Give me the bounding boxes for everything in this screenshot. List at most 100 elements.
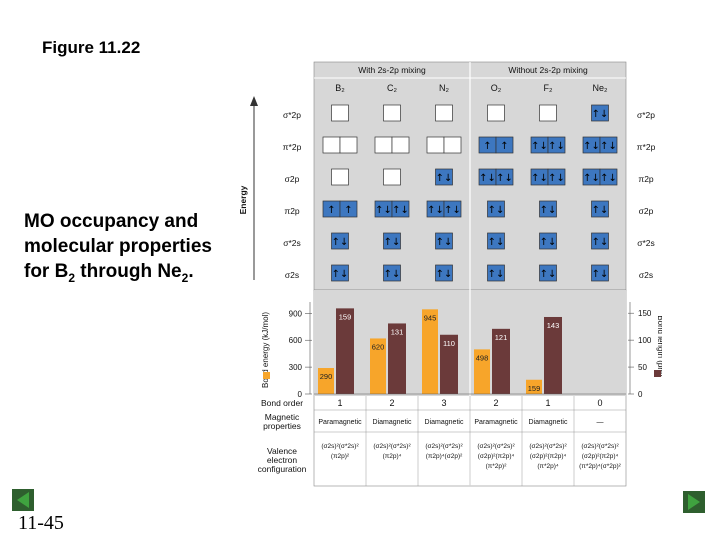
energy-arrow-icon — [250, 96, 258, 106]
orbital-box — [339, 200, 358, 218]
orbital-label-left: σ*2s — [283, 238, 301, 248]
electron-arrows: ↑↓ — [531, 173, 548, 184]
orbital-box — [331, 104, 349, 122]
next-slide-button[interactable] — [683, 491, 705, 513]
electron-arrows: ↑↓ — [332, 269, 349, 280]
orbital-box — [487, 264, 505, 282]
caption-line-2: molecular properties — [24, 236, 212, 257]
bond-order-value: 3 — [441, 398, 446, 408]
previous-slide-button[interactable] — [12, 489, 34, 511]
electron-arrows: ↑↓ — [436, 237, 453, 248]
electron-arrows: ↑ — [483, 141, 491, 152]
bond-order-value: 2 — [389, 398, 394, 408]
bond-energy-label: 498 — [476, 353, 489, 362]
magnetic-value: — — [597, 419, 604, 426]
orbital-box — [599, 168, 618, 186]
orbital-box — [391, 136, 410, 154]
orbital-box — [539, 200, 557, 218]
molecule-label: C₂ — [387, 83, 397, 93]
electron-arrows: ↑ — [344, 205, 352, 216]
electron-arrows: ↑↓ — [540, 269, 557, 280]
electron-arrows: ↑↓ — [592, 205, 609, 216]
bond-length-bar — [336, 308, 354, 394]
electron-arrows: ↑↓ — [592, 237, 609, 248]
bond-energy-bar — [526, 379, 542, 394]
orbital-box — [539, 264, 557, 282]
orbital-label-right: π*2p — [637, 142, 656, 152]
electron-arrows: ↑↓ — [375, 205, 392, 216]
electron-arrows: ↑↓ — [436, 269, 453, 280]
electron-arrows: ↑↓ — [384, 269, 401, 280]
orbital-box — [591, 232, 609, 250]
magnetic-label: Magnetic — [265, 412, 300, 422]
orbital-box — [539, 104, 557, 122]
orbital-box — [443, 200, 462, 218]
valence-config-line: (σ2p)²(π2p)⁴ — [582, 453, 619, 460]
bond-order-value: 1 — [545, 398, 550, 408]
magnetic-value: Diamagnetic — [529, 419, 568, 426]
electron-arrows: ↑↓ — [384, 237, 401, 248]
valence-config-line: (σ2s)²(σ*2s)² — [425, 443, 463, 450]
valence-label: Valence — [267, 446, 297, 456]
orbital-box — [487, 104, 505, 122]
bond-length-label: 159 — [339, 312, 352, 321]
valence-config-line: (π2p)⁴ — [383, 453, 402, 460]
electron-arrows: ↑↓ — [479, 173, 496, 184]
electron-arrows: ↑↓ — [592, 109, 609, 120]
molecule-label: Ne₂ — [593, 83, 609, 93]
orbital-box — [383, 168, 401, 186]
orbital-box — [435, 232, 453, 250]
electron-arrows: ↑↓ — [540, 205, 557, 216]
bond-order-value: 0 — [597, 398, 602, 408]
electron-arrows: ↑↓ — [548, 141, 565, 152]
orbital-box — [374, 136, 393, 154]
molecule-label: F₂ — [544, 83, 553, 93]
electron-arrows: ↑↓ — [540, 237, 557, 248]
orbital-box — [495, 168, 514, 186]
orbital-box — [331, 232, 349, 250]
orbital-box — [487, 200, 505, 218]
bond-length-label: 143 — [547, 321, 560, 330]
left-axis-tick: 300 — [289, 363, 303, 372]
bond-length-label: 121 — [495, 333, 508, 342]
left-axis-tick: 600 — [289, 336, 303, 345]
molecule-label: N₂ — [439, 83, 449, 93]
electron-arrows: ↑↓ — [600, 173, 617, 184]
orbital-box — [591, 264, 609, 282]
left-axis-tick: 900 — [289, 309, 303, 318]
electron-arrows: ↑↓ — [488, 269, 505, 280]
header-without-mixing: Without 2s-2p mixing — [508, 65, 588, 75]
caption-line-3: for B2 through Ne2. — [24, 261, 194, 285]
molecule-label: B₂ — [335, 83, 345, 93]
bond-length-bar — [388, 323, 406, 394]
valence-config-line: (π2p)⁴(σ2p)² — [426, 453, 463, 460]
valence-config-line: (σ2p)²(π2p)⁴ — [530, 453, 567, 460]
valence-config-line: (σ2s)²(σ*2s)² — [321, 443, 359, 450]
valence-label: configuration — [258, 464, 307, 474]
bond-order-value: 2 — [493, 398, 498, 408]
orbital-box — [539, 232, 557, 250]
right-axis-tick: 100 — [638, 336, 652, 345]
electron-arrows: ↑↓ — [488, 205, 505, 216]
orbital-box — [322, 136, 341, 154]
electron-arrows: ↑↓ — [488, 237, 505, 248]
orbital-box — [495, 136, 514, 154]
electron-arrows: ↑↓ — [427, 205, 444, 216]
bond-energy-bar — [318, 368, 334, 394]
bond-energy-label: 620 — [372, 342, 385, 351]
triangle-left-icon — [17, 492, 29, 508]
valence-config-line: (π*2p)² — [486, 463, 508, 470]
orbital-box — [591, 104, 609, 122]
energy-legend-swatch — [263, 372, 270, 379]
orbital-box — [547, 168, 566, 186]
bond-order-value: 1 — [337, 398, 342, 408]
orbital-box — [331, 168, 349, 186]
electron-arrows: ↑↓ — [583, 141, 600, 152]
electron-arrows: ↑↓ — [496, 173, 513, 184]
orbital-box — [435, 104, 453, 122]
left-axis-title: Bond energy (kJ/mol) — [261, 312, 270, 388]
orbital-box — [435, 264, 453, 282]
orbital-label-left: π2p — [284, 206, 300, 216]
magnetic-value: Paramagnetic — [318, 419, 362, 426]
orbital-box — [383, 104, 401, 122]
